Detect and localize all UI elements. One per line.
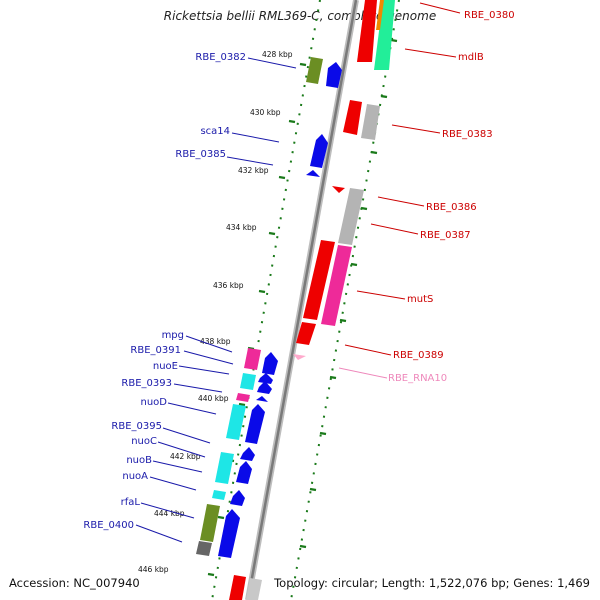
- right-leader-lines: [344, 2, 461, 356]
- gene-block-blue[interactable]: [257, 381, 272, 394]
- gene-label-rbe-0383[interactable]: RBE_0383: [442, 129, 493, 140]
- gene-label-nuoe[interactable]: nuoE: [153, 361, 178, 372]
- gene-block-pink[interactable]: [293, 354, 306, 360]
- gene-block-red[interactable]: [303, 240, 335, 320]
- gene-block-gray[interactable]: [361, 104, 380, 140]
- rna-leader-line: [338, 367, 388, 379]
- right-gene-labels: RBE_0380 mdlB RBE_0383 RBE_0386 RBE_0387…: [388, 10, 515, 384]
- gene-block-magenta[interactable]: [321, 245, 352, 326]
- gene-label-rbe-0385[interactable]: RBE_0385: [175, 149, 226, 160]
- gene-label-rbe-0380[interactable]: RBE_0380: [464, 10, 515, 21]
- accession-text: Accession: NC_007940: [9, 576, 140, 590]
- gene-label-rfal[interactable]: rfaL: [121, 497, 141, 508]
- gene-label-nuob[interactable]: nuoB: [126, 455, 152, 466]
- gene-block-gray[interactable]: [196, 541, 212, 556]
- gene-block-blue[interactable]: [258, 373, 273, 384]
- gene-block-orange[interactable]: [376, 0, 384, 30]
- gene-label-rbe-0382[interactable]: RBE_0382: [195, 52, 246, 63]
- gene-block-blue[interactable]: [262, 352, 278, 375]
- gene-block-cyan[interactable]: [215, 452, 234, 484]
- gene-block-gray[interactable]: [246, 578, 262, 600]
- gene-block-red[interactable]: [229, 575, 246, 600]
- gene-block-red[interactable]: [343, 100, 362, 135]
- gene-block-blue[interactable]: [256, 396, 268, 402]
- gene-label-rbe-0386[interactable]: RBE_0386: [426, 202, 477, 213]
- gene-block-red[interactable]: [357, 0, 377, 62]
- genome-summary-text: Topology: circular; Length: 1,522,076 bp…: [274, 576, 590, 590]
- scale-label-446: 446 kbp: [138, 565, 169, 574]
- scale-label-434: 434 kbp: [226, 223, 257, 232]
- reverse-strand-genes: [196, 57, 342, 558]
- gene-label-rbe-0389[interactable]: RBE_0389: [393, 350, 444, 361]
- gene-label-rbe-0393[interactable]: RBE_0393: [121, 378, 172, 389]
- gene-block-blue[interactable]: [310, 134, 328, 168]
- gene-label-rbe-0400[interactable]: RBE_0400: [83, 520, 134, 531]
- gene-block-blue[interactable]: [326, 62, 342, 88]
- gene-label-muts[interactable]: mutS: [407, 294, 433, 305]
- gene-label-mpg[interactable]: mpg: [162, 330, 184, 341]
- gene-block-blue[interactable]: [240, 447, 255, 461]
- gene-label-nuoa[interactable]: nuoA: [122, 471, 148, 482]
- scale-label-444: 444 kbp: [154, 509, 185, 518]
- gene-label-rbe-0395[interactable]: RBE_0395: [111, 421, 162, 432]
- gene-block-cyan[interactable]: [240, 373, 256, 390]
- scale-label-428: 428 kbp: [262, 50, 293, 59]
- gene-block-magenta[interactable]: [244, 348, 261, 370]
- gene-block-red[interactable]: [296, 322, 316, 345]
- left-gene-labels: RBE_0382 sca14 RBE_0385 mpg RBE_0391 nuo…: [83, 52, 246, 531]
- scale-label-442: 442 kbp: [170, 452, 201, 461]
- gene-block-blue[interactable]: [306, 170, 320, 177]
- scale-label-438: 438 kbp: [200, 337, 231, 346]
- gene-block-blue[interactable]: [218, 509, 240, 558]
- gene-block-gray[interactable]: [338, 188, 364, 245]
- scale-label-430: 430 kbp: [250, 108, 281, 117]
- forward-strand-genes: [229, 0, 395, 600]
- gene-block-olive[interactable]: [306, 57, 323, 84]
- gene-label-nuod[interactable]: nuoD: [141, 397, 168, 408]
- gene-block-blue[interactable]: [236, 461, 252, 484]
- left-leader-lines: [135, 57, 297, 543]
- gene-label-rbe-0387[interactable]: RBE_0387: [420, 230, 471, 241]
- gene-block-magenta[interactable]: [236, 393, 250, 402]
- gene-block-cyan[interactable]: [226, 404, 246, 440]
- scale-label-432: 432 kbp: [238, 166, 269, 175]
- scale-dotted-lines: [211, 0, 400, 600]
- genome-backbone: [245, 0, 359, 600]
- scale-label-436: 436 kbp: [213, 281, 244, 290]
- gene-label-rbe-rna10[interactable]: RBE_RNA10: [388, 373, 447, 384]
- gene-label-mdlb[interactable]: mdlB: [458, 52, 484, 63]
- gene-block-red[interactable]: [332, 186, 345, 193]
- scale-label-440: 440 kbp: [198, 394, 229, 403]
- gene-label-rbe-0391[interactable]: RBE_0391: [130, 345, 181, 356]
- gene-block-green[interactable]: [374, 0, 395, 70]
- gene-block-blue[interactable]: [230, 490, 245, 506]
- gene-label-sca14[interactable]: sca14: [200, 126, 230, 137]
- gene-block-cyan[interactable]: [212, 490, 226, 500]
- scale-labels: 428 kbp 430 kbp 432 kbp 434 kbp 436 kbp …: [138, 50, 293, 574]
- gene-label-nuoc[interactable]: nuoC: [131, 436, 157, 447]
- gene-block-blue[interactable]: [245, 404, 265, 444]
- gene-block-olive[interactable]: [200, 504, 220, 542]
